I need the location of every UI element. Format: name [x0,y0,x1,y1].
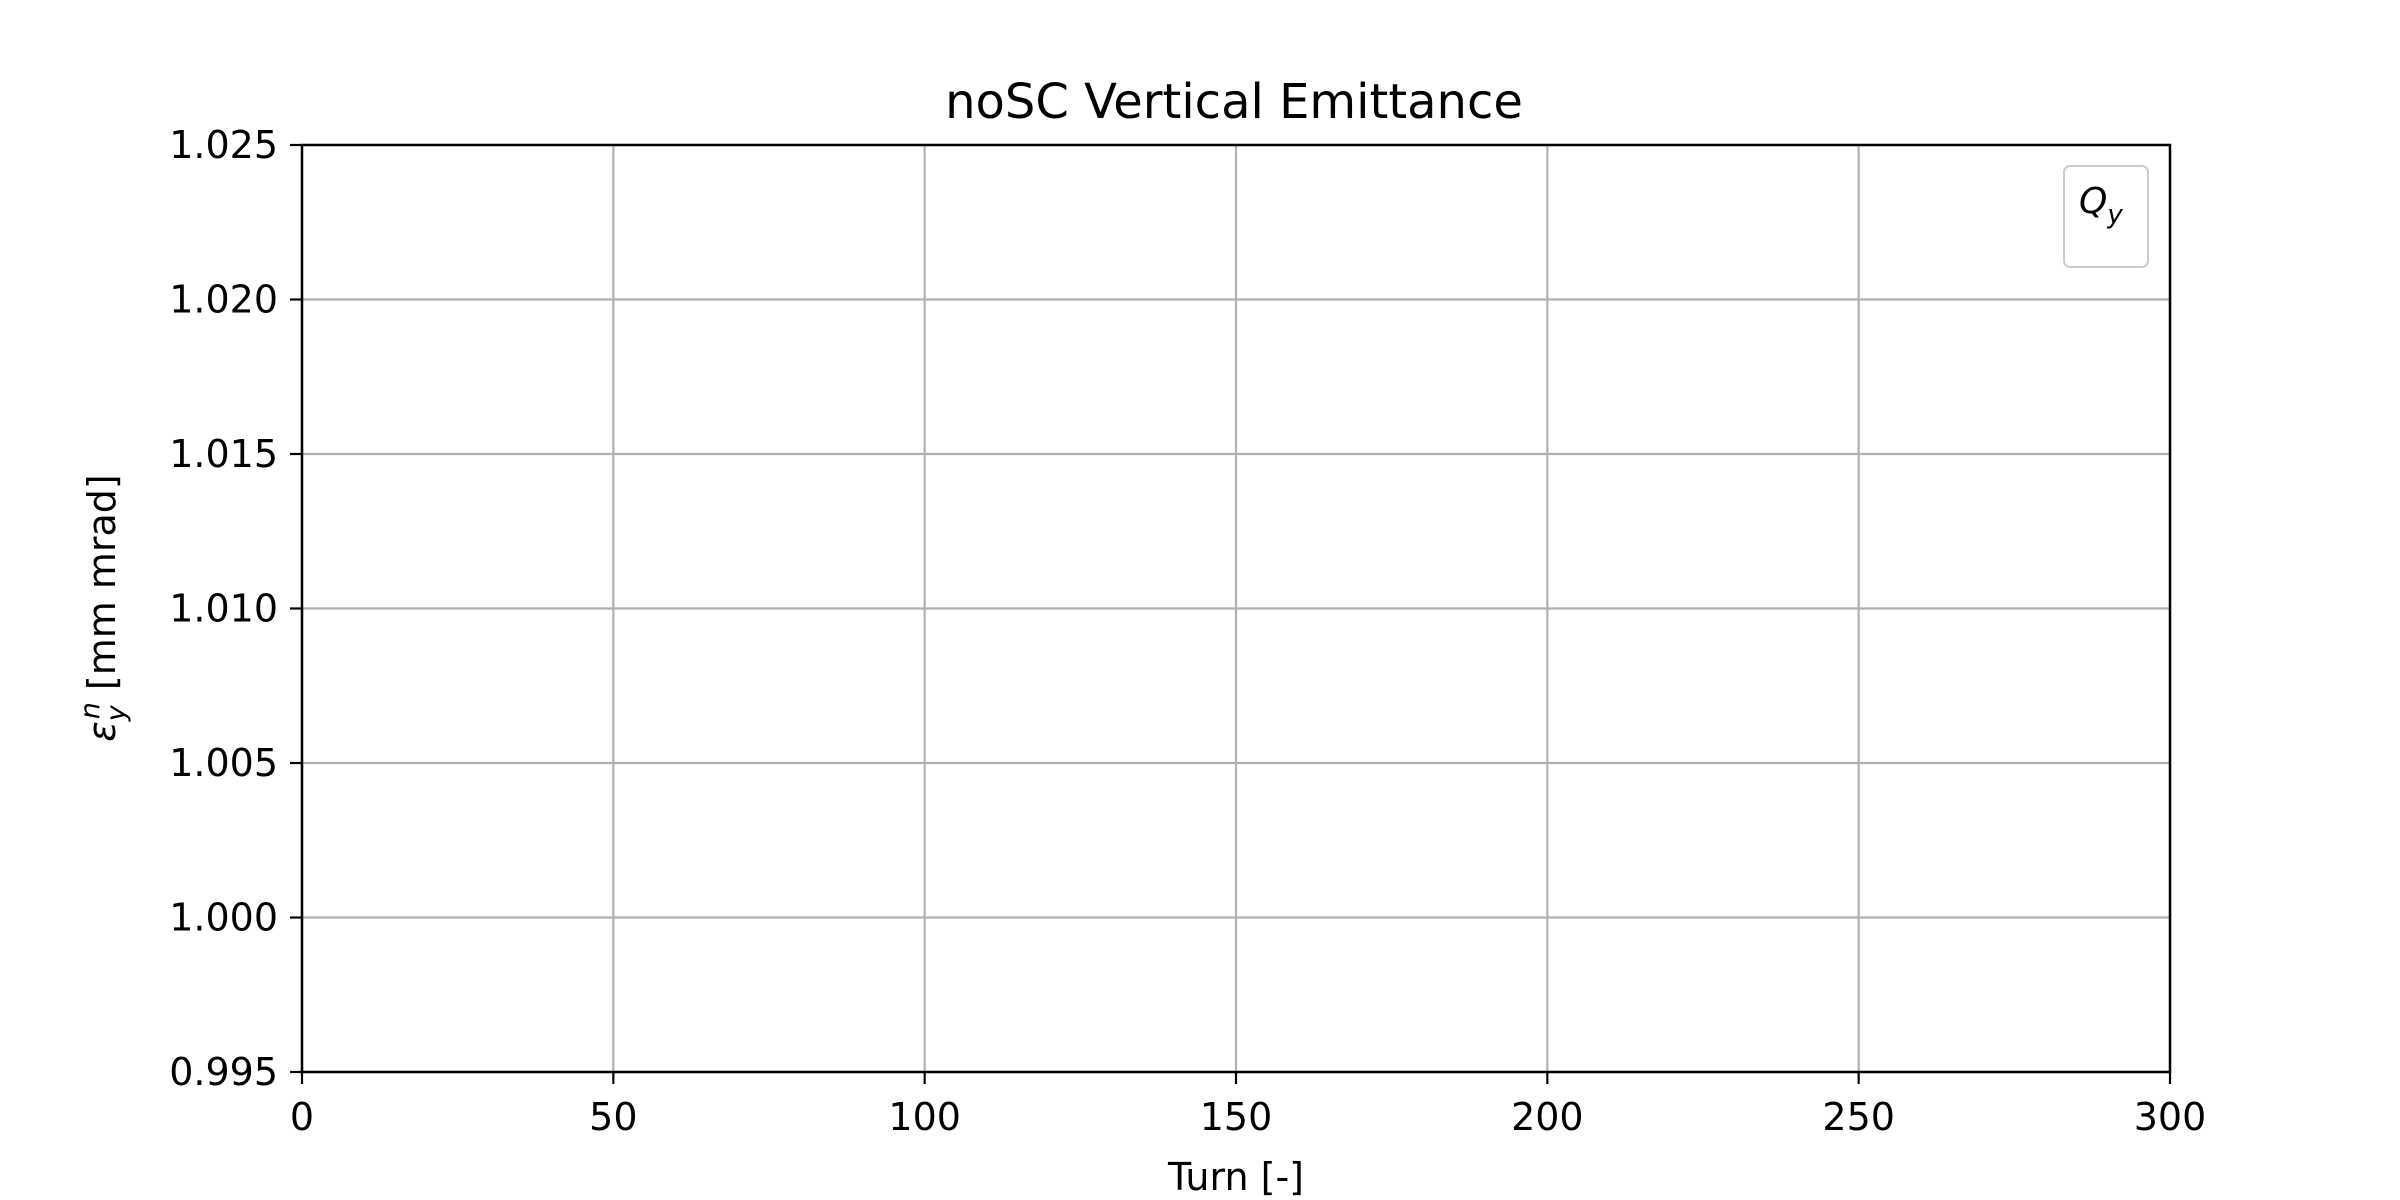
x-tick-label: 50 [589,1095,637,1139]
y-tick-label: 1.020 [169,278,278,322]
chart-title: noSC Vertical Emittance [945,74,1523,130]
y-tick-label: 1.025 [169,123,278,167]
legend-title: Qy [2079,181,2123,230]
y-tick-label: 1.000 [169,896,278,940]
y-axis-label: εyn [mm mrad] [75,474,132,741]
y-tick-label: 0.995 [169,1050,278,1094]
x-axis-ticks: 0 50 100 150 200 250 300 [290,1072,2206,1139]
y-axis-label-symbol: ε [80,721,124,742]
y-tick-label: 1.005 [169,741,278,785]
legend-box [2063,165,2149,268]
y-tick-label: 1.015 [169,432,278,476]
y-tick-label: 1.010 [169,587,278,631]
legend-title-main: Q [2079,181,2107,222]
y-axis-label-unit: [mm mrad] [80,474,124,690]
x-tick-label: 100 [888,1095,961,1139]
y-axis-label-subscript: y [101,704,132,722]
x-axis-label: Turn [-] [1167,1155,1304,1199]
y-axis-label-superscript: n [75,702,106,719]
x-tick-label: 0 [290,1095,314,1139]
x-tick-label: 150 [1200,1095,1273,1139]
y-axis-ticks: 0.995 1.000 1.005 1.010 1.015 1.020 1.025 [169,123,302,1094]
x-tick-label: 250 [1822,1095,1895,1139]
legend-title-subscript: y [2106,200,2123,230]
x-tick-label: 300 [2134,1095,2207,1139]
legend: Qy [2063,165,2149,268]
x-tick-label: 200 [1511,1095,1584,1139]
